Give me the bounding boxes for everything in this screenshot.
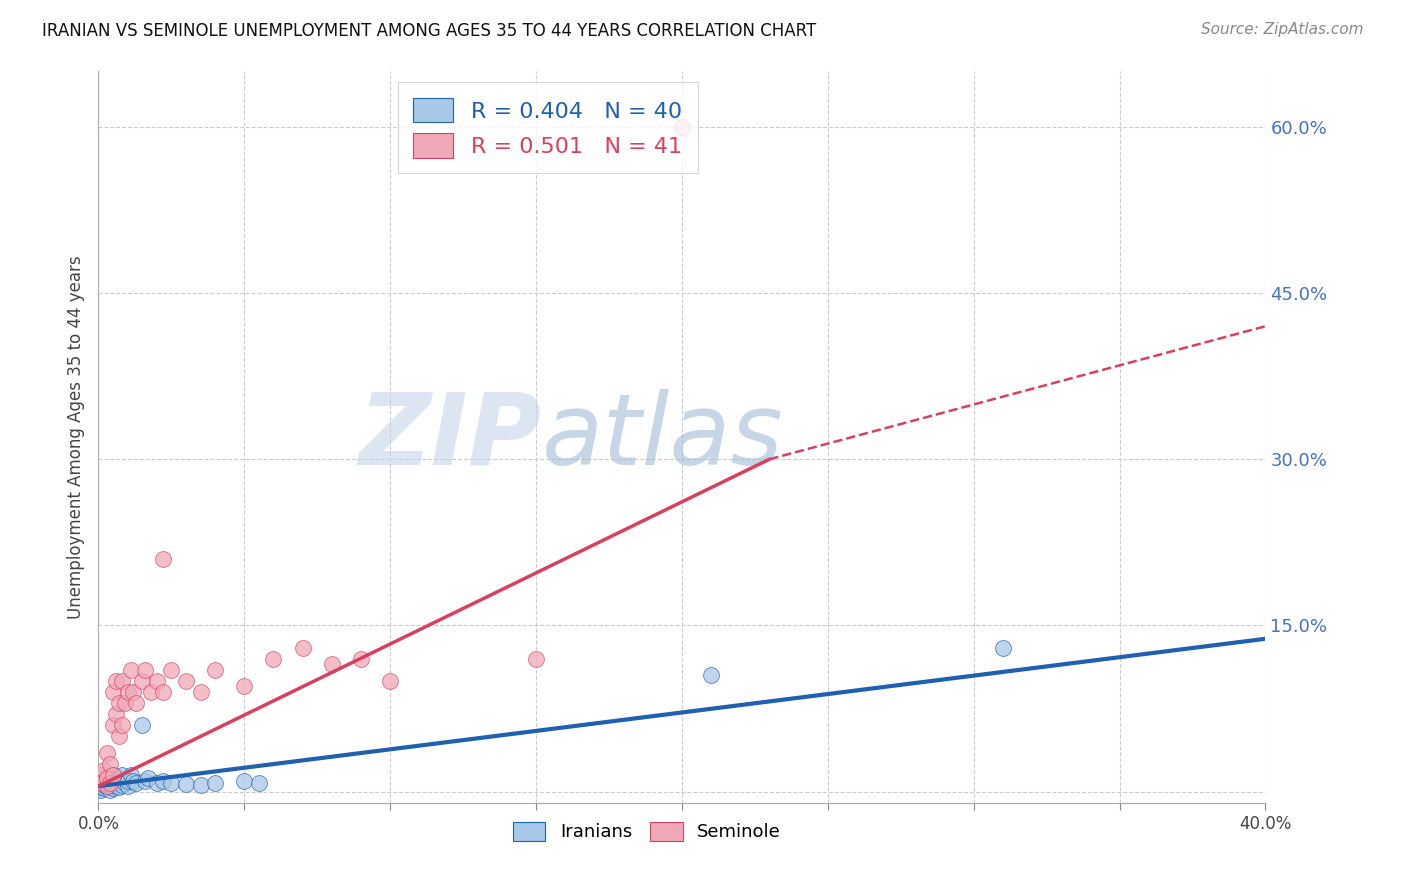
Point [93,763,115,777]
Point [108,780,131,795]
Point [262,651,284,665]
Point [90,776,112,790]
Point [321,657,343,672]
Point [160,776,183,790]
Point [90,780,112,795]
Point [117,685,139,699]
Point [111,718,134,732]
Point [98,773,121,788]
Point [380,673,402,688]
Point [700,668,723,682]
Point [204,776,226,790]
Point [120,663,142,677]
Point [93,773,115,788]
Point [101,685,124,699]
Point [134,773,156,788]
Point [98,757,121,772]
Point [671,120,693,134]
Point [104,773,127,788]
Point [117,773,139,788]
Point [134,663,156,677]
Point [93,773,115,788]
Legend: Iranians, Seminole: Iranians, Seminole [506,814,789,848]
Point [204,663,226,677]
Point [96,772,118,786]
Point [174,673,197,688]
Point [152,685,174,699]
Point [125,776,148,790]
Point [101,718,124,732]
Point [146,673,169,688]
Point [136,772,159,786]
Point [101,781,124,796]
Point [174,777,197,791]
Point [152,552,174,566]
Point [350,651,373,665]
Point [111,673,134,688]
Point [96,746,118,760]
Point [101,776,124,790]
Point [111,778,134,792]
Point [152,773,174,788]
Point [101,768,124,782]
Point [233,680,256,694]
Point [108,729,131,743]
Point [991,640,1014,655]
Point [524,651,547,665]
Point [104,707,127,722]
Point [96,772,118,786]
Point [93,781,115,796]
Point [104,779,127,793]
Point [98,782,121,797]
Point [122,773,145,788]
Point [131,718,153,732]
Point [90,768,112,782]
Y-axis label: Unemployment Among Ages 35 to 44 years: Unemployment Among Ages 35 to 44 years [66,255,84,619]
Point [139,685,162,699]
Point [98,779,121,793]
Point [160,663,183,677]
Point [101,768,124,782]
Point [125,696,148,710]
Point [90,776,112,790]
Point [131,673,153,688]
Point [233,773,256,788]
Text: atlas: atlas [541,389,783,485]
Point [146,776,169,790]
Point [114,696,136,710]
Point [190,685,212,699]
Text: IRANIAN VS SEMINOLE UNEMPLOYMENT AMONG AGES 35 TO 44 YEARS CORRELATION CHART: IRANIAN VS SEMINOLE UNEMPLOYMENT AMONG A… [42,22,817,40]
Point [117,779,139,793]
Point [96,780,118,795]
Point [291,640,314,655]
Point [114,776,136,790]
Point [247,776,270,790]
Point [108,772,131,786]
Point [120,768,142,782]
Point [98,776,121,790]
Text: Source: ZipAtlas.com: Source: ZipAtlas.com [1201,22,1364,37]
Point [93,778,115,792]
Point [96,779,118,793]
Point [111,768,134,782]
Point [108,696,131,710]
Point [96,777,118,791]
Text: ZIP: ZIP [359,389,541,485]
Point [190,778,212,792]
Point [122,685,145,699]
Point [104,673,127,688]
Point [90,782,112,797]
